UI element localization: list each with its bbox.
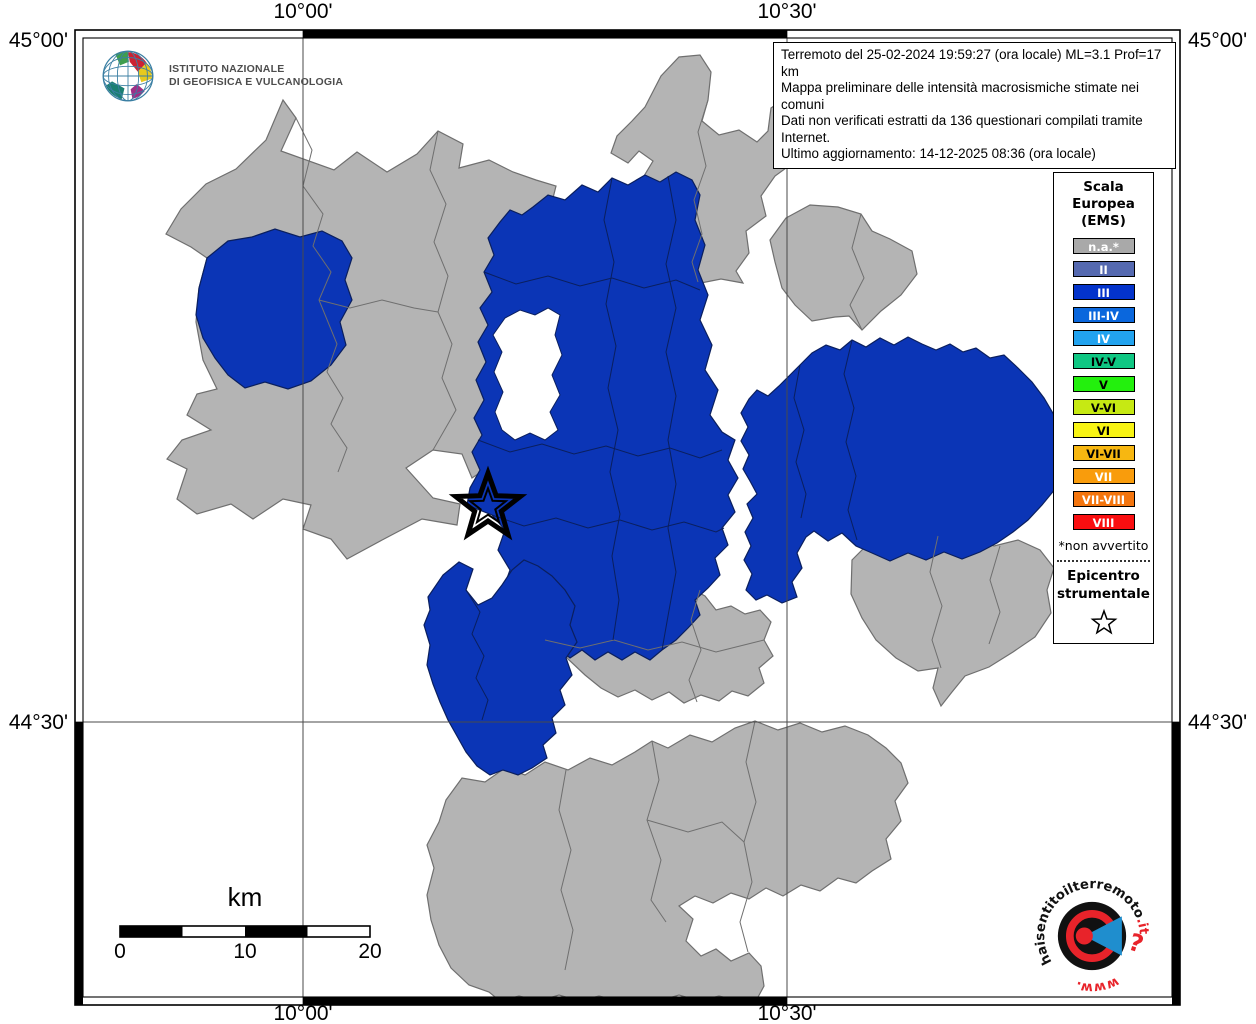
municipal-border-5 xyxy=(929,535,943,669)
intensity-legend: Scala Europea (EMS) n.a.* II III III-IV IV IV… xyxy=(1053,172,1154,644)
ingv-logo: ISTITUTO NAZIONALE DI GEOFISICA E VULCAN… xyxy=(97,45,343,107)
municipal-border-20 xyxy=(465,589,489,721)
municipal-border-14 xyxy=(661,175,677,651)
municipality-region-3-intensity-n.a. xyxy=(850,533,1055,708)
municipality-region-1-intensity-n.a. xyxy=(610,54,794,284)
epicenter-legend-star-icon xyxy=(1090,608,1117,635)
epicenter-star-icon xyxy=(448,465,528,541)
legend-divider xyxy=(1057,560,1150,562)
lon-label-top-1: 10°00' xyxy=(273,0,333,23)
last-update-line: Ultimo aggiornamento: 14-12-2025 08:36 (… xyxy=(781,146,1096,161)
lat-label-top-right: 45°00' xyxy=(1188,29,1248,52)
legend-title: Scala Europea (EMS) xyxy=(1072,179,1135,229)
municipality-region-10-intensity-none xyxy=(492,307,563,441)
lat-label-mid-right: 44°30' xyxy=(1188,711,1248,734)
lon-label-top-2: 10°30' xyxy=(757,0,817,23)
data-source-line: Dati non verificati estratti da 136 ques… xyxy=(781,113,1143,145)
municipal-border-12 xyxy=(558,769,574,971)
svg-text:www.: www. xyxy=(1074,974,1121,995)
legend-swatch-V-VI: V-VI xyxy=(1072,399,1135,415)
megaphone-icon xyxy=(1084,916,1122,956)
municipal-border-18 xyxy=(793,364,807,519)
legend-swatch-VIII: VIII xyxy=(1072,514,1135,530)
municipal-border-3 xyxy=(691,99,709,283)
municipal-border-4 xyxy=(849,213,865,331)
municipal-border-13 xyxy=(603,177,621,641)
legend-swatch-IV-V: IV-V xyxy=(1072,353,1135,369)
legend-swatch-III-IV: III-IV xyxy=(1072,307,1135,323)
legend-swatch-VII: VII xyxy=(1072,468,1135,484)
legend-swatch-II: II xyxy=(1072,261,1135,277)
municipality-region-2-intensity-n.a. xyxy=(769,204,918,331)
event-info-box: Terremoto del 25-02-2024 19:59:27 (ora l… xyxy=(773,42,1176,169)
municipal-border-7 xyxy=(688,589,702,703)
municipal-border-2 xyxy=(318,299,439,313)
map-frame xyxy=(74,29,1181,1006)
municipality-region-6-intensity-III xyxy=(195,228,353,390)
legend-swatch-VI-VII: VI-VII xyxy=(1072,445,1135,461)
epicenter-legend-label: Epicentro strumentale xyxy=(1057,568,1150,602)
ingv-globe-icon xyxy=(102,50,154,102)
scale-bar-unit: km xyxy=(227,882,263,912)
haisentitoilterremoto-logo: haisentitoilterremoto.it www. ? xyxy=(1028,872,1156,1000)
lon-label-bottom-1: 10°00' xyxy=(273,1002,333,1024)
lat-label-mid-left: 44°30' xyxy=(8,711,68,734)
municipality-region-9-intensity-III xyxy=(740,336,1064,604)
legend-swatch-VII-VIII: VII-VIII xyxy=(1072,491,1135,507)
legend-swatch-IV: IV xyxy=(1072,330,1135,346)
municipality-regions xyxy=(165,54,1064,1002)
legend-swatch-n.a.*: n.a.* xyxy=(1072,238,1135,254)
municipal-border-16 xyxy=(477,439,723,459)
municipal-border-1 xyxy=(429,130,457,451)
ingv-institute-name: ISTITUTO NAZIONALE DI GEOFISICA E VULCAN… xyxy=(169,63,344,88)
scale-tick-10: 10 xyxy=(233,940,257,963)
legend-swatch-V: V xyxy=(1072,376,1135,392)
municipal-border-11 xyxy=(646,819,745,843)
municipal-border-19 xyxy=(843,339,858,541)
legend-intensity-swatches: n.a.* II III III-IV IV IV-V V V-VI VI VI-VII VII VI… xyxy=(1054,238,1153,530)
event-summary-line: Terremoto del 25-02-2024 19:59:27 (ora l… xyxy=(781,47,1162,79)
municipal-border-8 xyxy=(544,639,765,653)
lat-label-top-left: 45°00' xyxy=(8,29,68,52)
scale-tick-20: 20 xyxy=(358,940,382,963)
municipal-border-9 xyxy=(646,740,667,923)
question-mark-icon: ? xyxy=(1125,928,1147,959)
municipal-border-15 xyxy=(483,271,701,291)
legend-footnote: *non avvertito xyxy=(1058,538,1149,553)
legend-swatch-III: III xyxy=(1072,284,1135,300)
graticule-lines xyxy=(75,30,1180,1005)
municipal-border-17 xyxy=(491,514,725,533)
scale-bar xyxy=(119,925,371,938)
municipality-region-8-intensity-III xyxy=(423,559,578,776)
scale-tick-0: 0 xyxy=(114,940,126,963)
municipal-border-6 xyxy=(988,545,1001,645)
map-type-line: Mappa preliminare delle intensità macros… xyxy=(781,80,1139,112)
lon-label-bottom-2: 10°30' xyxy=(757,1002,817,1024)
legend-swatch-VI: VI xyxy=(1072,422,1135,438)
municipality-inner-borders xyxy=(295,99,1001,971)
